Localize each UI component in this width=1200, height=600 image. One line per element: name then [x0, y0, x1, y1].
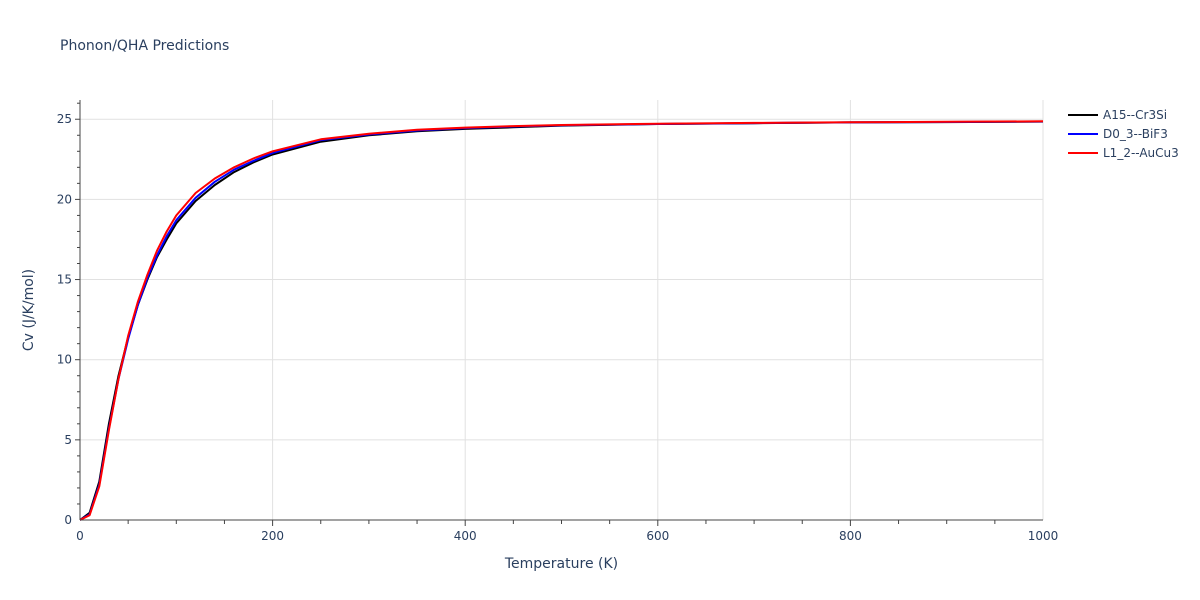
axes: 0 200 400 600 800 1000 0 5 10 15 20 25: [57, 100, 1059, 543]
y-axis-title: Cv (J/K/mol): [21, 269, 37, 351]
series-lines: [79, 120, 1044, 521]
x-axis-title: Temperature (K): [504, 556, 618, 572]
legend-label: D0_3--BiF3: [1103, 127, 1168, 141]
y-tick-label: 15: [57, 273, 72, 287]
gridlines: [80, 100, 1044, 520]
series-line-2: [79, 120, 1044, 521]
y-tick-label: 0: [64, 513, 72, 527]
y-tick-label: 10: [57, 353, 72, 367]
y-tick-label: 5: [64, 433, 72, 447]
x-tick-label: 600: [646, 529, 669, 543]
x-tick-label: 400: [454, 529, 477, 543]
y-tick-label: 20: [57, 192, 72, 206]
series-line-1: [79, 120, 1044, 521]
chart-title: Phonon/QHA Predictions: [60, 38, 229, 54]
x-tick-label: 1000: [1028, 529, 1059, 543]
x-tick-label: 200: [261, 529, 284, 543]
legend-label: A15--Cr3Si: [1103, 108, 1167, 122]
y-tick-label: 25: [57, 112, 72, 126]
legend: A15--Cr3Si D0_3--BiF3 L1_2--AuCu3: [1068, 108, 1179, 160]
series-line-0: [79, 120, 1044, 521]
legend-label: L1_2--AuCu3: [1103, 146, 1179, 160]
x-tick-label: 0: [76, 529, 84, 543]
x-tick-label: 800: [839, 529, 862, 543]
